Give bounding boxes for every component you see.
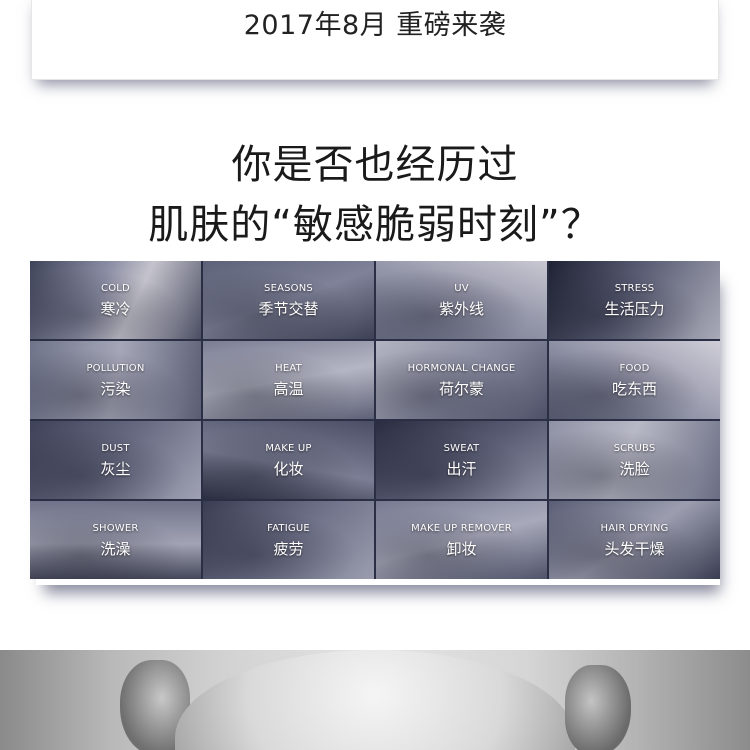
factor-cn-label: 紫外线 bbox=[438, 300, 484, 318]
factor-cn-label: 吃东西 bbox=[611, 380, 657, 398]
factor-cn-label: 季节交替 bbox=[258, 300, 319, 318]
factor-en-label: SWEAT bbox=[443, 443, 480, 454]
factor-cn-label: 头发干燥 bbox=[604, 540, 665, 558]
factor-tile-shower: SHOWER 洗澡 bbox=[30, 501, 201, 579]
factor-cn-label: 疲劳 bbox=[273, 540, 304, 558]
factor-cn-label: 洗脸 bbox=[619, 460, 650, 478]
factor-cn-label: 化妆 bbox=[273, 460, 304, 478]
factor-en-label: MAKE UP bbox=[265, 443, 312, 454]
factor-en-label: STRESS bbox=[614, 283, 655, 294]
date-banner-card: 2017年8月 重磅来袭 bbox=[31, 0, 719, 80]
factor-en-label: DUST bbox=[101, 443, 130, 454]
factor-en-label: SCRUBS bbox=[613, 443, 656, 454]
factor-en-label: SHOWER bbox=[92, 523, 139, 534]
factor-en-label: SEASONS bbox=[264, 283, 313, 294]
face-shape bbox=[175, 650, 575, 750]
right-ear-shape bbox=[565, 665, 631, 750]
factor-en-label: UV bbox=[454, 283, 469, 294]
factor-tile-heat: HEAT 高温 bbox=[203, 341, 374, 419]
factor-en-label: MAKE UP REMOVER bbox=[411, 523, 512, 534]
factor-en-label: FATIGUE bbox=[267, 523, 310, 534]
factor-tile-seasons: SEASONS 季节交替 bbox=[203, 261, 374, 339]
factor-tile-sweat: SWEAT 出汗 bbox=[376, 421, 547, 499]
headline-line-2: 肌肤的“敏感脆弱时刻”？ bbox=[148, 202, 602, 248]
factor-tile-stress: STRESS 生活压力 bbox=[549, 261, 720, 339]
headline-line-1: 你是否也经历过 bbox=[231, 142, 519, 188]
factor-tile-dust: DUST 灰尘 bbox=[30, 421, 201, 499]
factor-en-label: COLD bbox=[101, 283, 130, 294]
factor-tile-make-up-remover: MAKE UP REMOVER 卸妆 bbox=[376, 501, 547, 579]
skin-sensitivity-factor-grid: COLD 寒冷 SEASONS 季节交替 UV 紫外线 STRESS 生活压力 POLL… bbox=[30, 261, 720, 579]
factor-tile-pollution: POLLUTION 污染 bbox=[30, 341, 201, 419]
factor-cn-label: 寒冷 bbox=[100, 300, 131, 318]
factor-cn-label: 卸妆 bbox=[446, 540, 477, 558]
factor-tile-scrubs: SCRUBS 洗脸 bbox=[549, 421, 720, 499]
factor-cn-label: 灰尘 bbox=[100, 460, 131, 478]
factor-tile-cold: COLD 寒冷 bbox=[30, 261, 201, 339]
factor-tile-fatigue: FATIGUE 疲劳 bbox=[203, 501, 374, 579]
factor-cn-label: 荷尔蒙 bbox=[438, 380, 484, 398]
factor-en-label: POLLUTION bbox=[86, 363, 145, 374]
factor-cn-label: 污染 bbox=[100, 380, 131, 398]
factor-tile-food: FOOD 吃东西 bbox=[549, 341, 720, 419]
factor-cn-label: 高温 bbox=[273, 380, 304, 398]
factor-tile-hair-drying: HAIR DRYING 头发干燥 bbox=[549, 501, 720, 579]
factor-cn-label: 出汗 bbox=[446, 460, 477, 478]
factor-en-label: FOOD bbox=[619, 363, 650, 374]
factor-en-label: HAIR DRYING bbox=[600, 523, 669, 534]
factor-en-label: HEAT bbox=[275, 363, 302, 374]
factor-tile-uv: UV 紫外线 bbox=[376, 261, 547, 339]
factor-tile-hormonal-change: HORMONAL CHANGE 荷尔蒙 bbox=[376, 341, 547, 419]
factor-cn-label: 洗澡 bbox=[100, 540, 131, 558]
factor-tile-make-up: MAKE UP 化妆 bbox=[203, 421, 374, 499]
launch-date-text: 2017年8月 重磅来袭 bbox=[243, 10, 507, 41]
factor-cn-label: 生活压力 bbox=[604, 300, 665, 318]
factor-en-label: HORMONAL CHANGE bbox=[407, 363, 516, 374]
bottom-face-photo bbox=[0, 650, 750, 750]
